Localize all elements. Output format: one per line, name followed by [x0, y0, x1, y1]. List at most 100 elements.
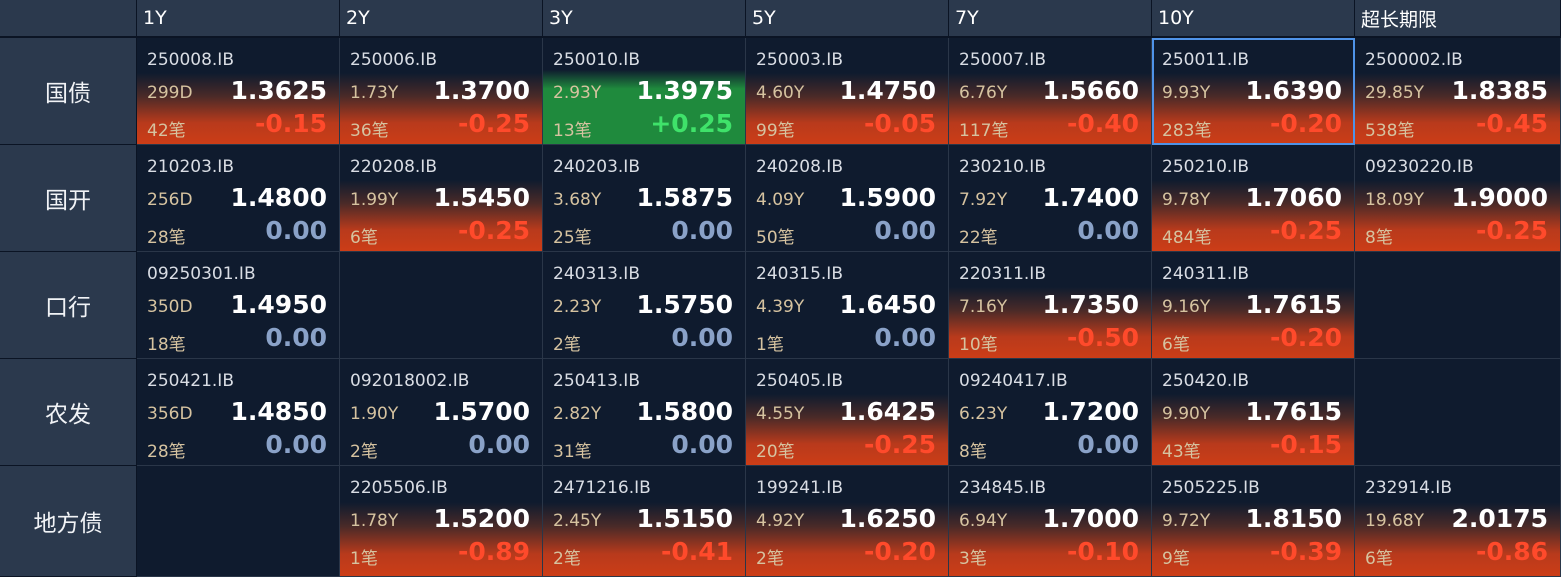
trade-count: 28笔: [147, 442, 186, 462]
bond-code: 250006.IB: [350, 50, 437, 70]
column-header-6[interactable]: 超长期限: [1355, 0, 1561, 38]
column-header-4[interactable]: 7Y: [949, 0, 1152, 38]
quote-cell[interactable]: 240203.IB 3.68Y 1.5875 25笔 0.00: [543, 145, 746, 252]
quote-cell[interactable]: 250210.IB 9.78Y 1.7060 484笔 -0.25: [1152, 145, 1355, 252]
quote-cell[interactable]: 250003.IB 4.60Y 1.4750 99笔 -0.05: [746, 38, 949, 145]
yield-value: 1.7400: [1042, 183, 1139, 212]
yield-change: -0.25: [1475, 216, 1548, 245]
remaining-term: 19.68Y: [1365, 511, 1425, 531]
quote-cell[interactable]: 250405.IB 4.55Y 1.6425 20笔 -0.25: [746, 359, 949, 466]
remaining-term: 356D: [147, 404, 193, 424]
quote-cell[interactable]: 2505225.IB 9.72Y 1.8150 9笔 -0.39: [1152, 466, 1355, 577]
trade-count: 484笔: [1162, 228, 1212, 248]
quote-cell[interactable]: 199241.IB 4.92Y 1.6250 2笔 -0.20: [746, 466, 949, 577]
trade-count: 538笔: [1365, 121, 1415, 141]
quote-cell[interactable]: 2471216.IB 2.45Y 1.5150 2笔 -0.41: [543, 466, 746, 577]
empty-cell: [1355, 359, 1561, 466]
bond-code: 234845.IB: [959, 478, 1046, 498]
quote-cell[interactable]: 210203.IB 256D 1.4800 28笔 0.00: [137, 145, 340, 252]
quote-cell[interactable]: 240315.IB 4.39Y 1.6450 1笔 0.00: [746, 252, 949, 359]
column-header-2[interactable]: 3Y: [543, 0, 746, 38]
quote-cell[interactable]: 234845.IB 6.94Y 1.7000 3笔 -0.10: [949, 466, 1152, 577]
remaining-term: 9.72Y: [1162, 511, 1211, 531]
quote-cell[interactable]: 240208.IB 4.09Y 1.5900 50笔 0.00: [746, 145, 949, 252]
remaining-term: 2.82Y: [553, 404, 602, 424]
yield-change: 0.00: [468, 430, 530, 459]
quote-cell[interactable]: 250421.IB 356D 1.4850 28笔 0.00: [137, 359, 340, 466]
yield-value: 1.7615: [1245, 397, 1342, 426]
yield-value: 1.8385: [1451, 76, 1548, 105]
remaining-term: 6.76Y: [959, 83, 1008, 103]
quote-cell[interactable]: 232914.IB 19.68Y 2.0175 6笔 -0.86: [1355, 466, 1561, 577]
quote-cell[interactable]: 250006.IB 1.73Y 1.3700 36笔 -0.25: [340, 38, 543, 145]
quote-cell[interactable]: 250011.IB 9.93Y 1.6390 283笔 -0.20: [1152, 38, 1355, 145]
bond-code: 250421.IB: [147, 371, 234, 391]
quote-cell[interactable]: 09230220.IB 18.09Y 1.9000 8笔 -0.25: [1355, 145, 1561, 252]
yield-change: -0.25: [457, 109, 530, 138]
quote-cell[interactable]: 09240417.IB 6.23Y 1.7200 8笔 0.00: [949, 359, 1152, 466]
remaining-term: 18.09Y: [1365, 190, 1425, 210]
yield-value: 1.7000: [1042, 504, 1139, 533]
row-header-0[interactable]: 国债: [0, 38, 137, 145]
column-header-5[interactable]: 10Y: [1152, 0, 1355, 38]
yield-value: 1.5150: [636, 504, 733, 533]
yield-value: 1.3625: [230, 76, 327, 105]
quote-cell[interactable]: 230210.IB 7.92Y 1.7400 22笔 0.00: [949, 145, 1152, 252]
trade-count: 42笔: [147, 121, 186, 141]
column-header-3[interactable]: 5Y: [746, 0, 949, 38]
yield-change: -0.05: [863, 109, 936, 138]
remaining-term: 2.93Y: [553, 83, 602, 103]
bond-code: 250010.IB: [553, 50, 640, 70]
remaining-term: 1.73Y: [350, 83, 399, 103]
yield-change: -0.86: [1475, 537, 1548, 566]
quote-cell[interactable]: 09250301.IB 350D 1.4950 18笔 0.00: [137, 252, 340, 359]
quote-cell[interactable]: 240311.IB 9.16Y 1.7615 6笔 -0.20: [1152, 252, 1355, 359]
quote-cell[interactable]: 220311.IB 7.16Y 1.7350 10笔 -0.50: [949, 252, 1152, 359]
yield-change: 0.00: [671, 430, 733, 459]
row-header-4[interactable]: 地方债: [0, 466, 137, 577]
trade-count: 6笔: [1162, 335, 1190, 355]
yield-change: 0.00: [265, 216, 327, 245]
quote-cell[interactable]: 092018002.IB 1.90Y 1.5700 2笔 0.00: [340, 359, 543, 466]
bond-code: 220311.IB: [959, 264, 1046, 284]
quote-cell[interactable]: 2205506.IB 1.78Y 1.5200 1笔 -0.89: [340, 466, 543, 577]
quote-cell[interactable]: 220208.IB 1.99Y 1.5450 6笔 -0.25: [340, 145, 543, 252]
trade-count: 22笔: [959, 228, 998, 248]
yield-value: 1.6425: [839, 397, 936, 426]
yield-value: 1.7060: [1245, 183, 1342, 212]
column-header-0[interactable]: 1Y: [137, 0, 340, 38]
yield-change: 0.00: [265, 323, 327, 352]
yield-value: 1.4950: [230, 290, 327, 319]
empty-cell: [137, 466, 340, 577]
row-header-2[interactable]: 口行: [0, 252, 137, 359]
bond-code: 09230220.IB: [1365, 157, 1474, 177]
quote-cell[interactable]: 2500002.IB 29.85Y 1.8385 538笔 -0.45: [1355, 38, 1561, 145]
column-header-1[interactable]: 2Y: [340, 0, 543, 38]
trade-count: 1笔: [350, 549, 378, 569]
remaining-term: 4.92Y: [756, 511, 805, 531]
yield-value: 1.7615: [1245, 290, 1342, 319]
bond-code: 2500002.IB: [1365, 50, 1463, 70]
yield-change: -0.20: [1269, 109, 1342, 138]
bond-code: 240203.IB: [553, 157, 640, 177]
remaining-term: 299D: [147, 83, 193, 103]
remaining-term: 1.99Y: [350, 190, 399, 210]
quote-cell[interactable]: 250008.IB 299D 1.3625 42笔 -0.15: [137, 38, 340, 145]
remaining-term: 9.16Y: [1162, 297, 1211, 317]
remaining-term: 9.78Y: [1162, 190, 1211, 210]
yield-change: -0.25: [863, 430, 936, 459]
remaining-term: 9.93Y: [1162, 83, 1211, 103]
quote-cell[interactable]: 250413.IB 2.82Y 1.5800 31笔 0.00: [543, 359, 746, 466]
quote-cell[interactable]: 240313.IB 2.23Y 1.5750 2笔 0.00: [543, 252, 746, 359]
yield-change: -0.89: [457, 537, 530, 566]
row-header-1[interactable]: 国开: [0, 145, 137, 252]
remaining-term: 4.60Y: [756, 83, 805, 103]
row-header-3[interactable]: 农发: [0, 359, 137, 466]
trade-count: 36笔: [350, 121, 389, 141]
yield-change: 0.00: [1077, 216, 1139, 245]
quote-cell[interactable]: 250420.IB 9.90Y 1.7615 43笔 -0.15: [1152, 359, 1355, 466]
quote-cell[interactable]: 250010.IB 2.93Y 1.3975 13笔 +0.25: [543, 38, 746, 145]
quote-cell[interactable]: 250007.IB 6.76Y 1.5660 117笔 -0.40: [949, 38, 1152, 145]
remaining-term: 7.92Y: [959, 190, 1008, 210]
